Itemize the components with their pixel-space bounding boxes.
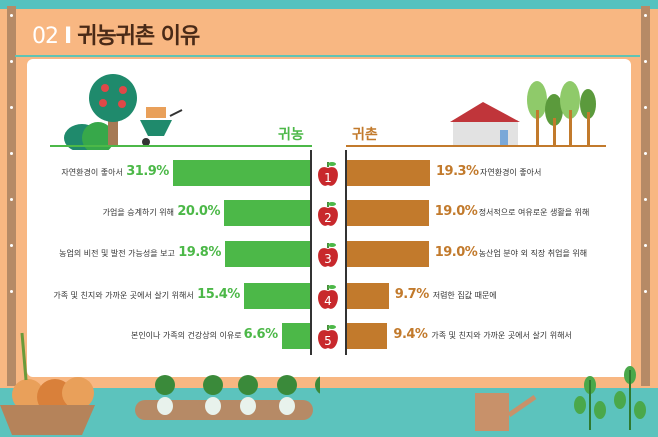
bar-return-rural xyxy=(347,323,388,349)
category-label-return-rural: 저렴한 집값 때문에 xyxy=(432,291,497,300)
title-separator: I xyxy=(64,24,72,49)
value-label-return-farm: 6.6% xyxy=(243,327,279,342)
section-number: 02 xyxy=(32,24,59,49)
rank-apple-icon: 2 xyxy=(316,201,340,227)
bar-return-farm xyxy=(243,283,310,309)
rank-apple-icon: 1 xyxy=(316,161,340,187)
left-post xyxy=(7,6,16,386)
rank-number: 4 xyxy=(324,294,332,308)
house-trees-illustration xyxy=(450,81,596,145)
bar-return-farm xyxy=(224,241,310,267)
category-label-return-farm: 본인이나 가족의 건강상의 이유로 xyxy=(130,331,242,340)
category-label-return-farm: 가족 및 친지와 가까운 곳에서 살기 위해서 xyxy=(53,291,194,300)
onion-basket-illustration xyxy=(0,332,95,435)
ground xyxy=(0,388,658,437)
left-axis xyxy=(310,150,312,355)
value-label-return-rural: 9.7% xyxy=(394,287,430,302)
right-axis xyxy=(345,150,347,355)
radish-garden-illustration xyxy=(135,375,320,420)
value-label-return-rural: 19.3% xyxy=(435,164,479,179)
value-label-return-rural: 19.0% xyxy=(434,204,478,219)
bar-return-rural xyxy=(347,200,429,226)
watering-can-plants-illustration xyxy=(475,366,646,431)
category-label-return-rural: 농산업 분야 외 직장 취업을 위해 xyxy=(478,249,588,258)
bar-return-farm xyxy=(224,200,310,226)
value-label-return-rural: 19.0% xyxy=(434,245,478,260)
rank-apple-icon: 3 xyxy=(316,242,340,268)
bar-return-rural xyxy=(347,283,389,309)
category-label-return-rural: 가족 및 친지와 가까운 곳에서 살기 위해서 xyxy=(431,331,572,340)
rank-number: 3 xyxy=(324,252,332,266)
top-strip xyxy=(0,0,658,9)
category-label-return-farm: 가업을 승계하기 위해 xyxy=(102,208,174,217)
rank-number: 1 xyxy=(324,171,332,185)
category-label-return-farm: 자연환경이 좋아서 xyxy=(61,168,123,177)
right-baseline xyxy=(346,145,606,147)
rank-apple-icon: 4 xyxy=(316,284,340,310)
page-title: 02 I 귀농귀촌 이유 xyxy=(32,18,200,50)
header-divider xyxy=(15,55,640,57)
value-label-return-farm: 15.4% xyxy=(197,287,240,302)
rank-number: 2 xyxy=(324,211,332,225)
apple-tree-wheelbarrow-illustration xyxy=(64,74,183,150)
rank-apple-icon: 5 xyxy=(316,324,340,350)
rank-number: 5 xyxy=(324,334,332,348)
bar-return-farm xyxy=(172,160,310,186)
value-label-return-farm: 19.8% xyxy=(178,245,221,260)
right-post xyxy=(641,6,650,386)
bar-return-farm xyxy=(281,323,310,349)
left-baseline xyxy=(50,145,312,147)
value-label-return-farm: 31.9% xyxy=(126,164,169,179)
legend-return-farm: 귀농 xyxy=(278,127,304,143)
legend-return-rural: 귀촌 xyxy=(352,127,378,143)
value-label-return-rural: 9.4% xyxy=(393,327,428,342)
category-label-return-rural: 정서적으로 여유로운 생활을 위해 xyxy=(478,208,590,217)
category-label-return-rural: 자연환경이 좋아서 xyxy=(479,168,542,177)
category-label-return-farm: 농업의 비전 및 발전 가능성을 보고 xyxy=(59,249,175,258)
bar-return-rural xyxy=(347,160,430,186)
bar-return-rural xyxy=(347,241,429,267)
title-text: 귀농귀촌 이유 xyxy=(77,24,200,49)
value-label-return-farm: 20.0% xyxy=(177,204,220,219)
